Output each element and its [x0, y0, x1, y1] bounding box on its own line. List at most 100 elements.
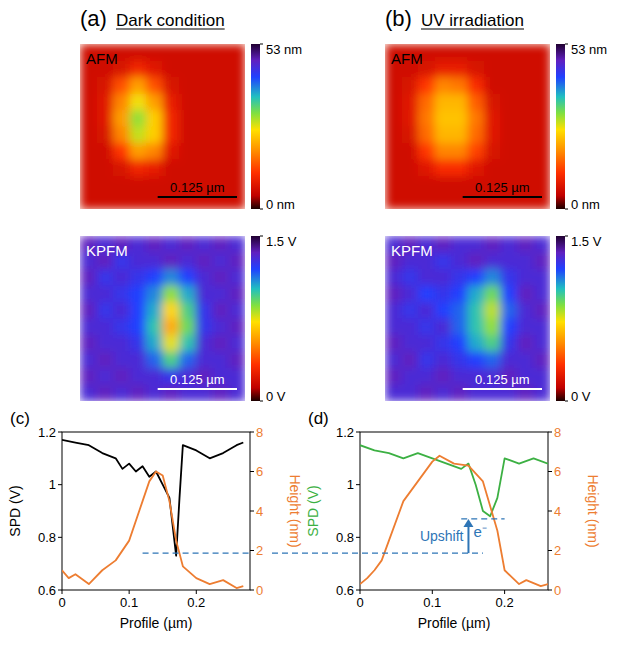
cell [385, 143, 402, 160]
cell [484, 236, 501, 253]
cell [113, 269, 130, 286]
cell [97, 269, 114, 286]
figure: (a)Dark condition(b)UV irradiationAFM0.1… [0, 0, 630, 648]
cell [435, 127, 452, 144]
cell [468, 110, 485, 127]
cell [451, 253, 468, 270]
cell [196, 160, 213, 177]
cell [196, 335, 213, 352]
cell [385, 269, 402, 286]
cell [385, 335, 402, 352]
cell [418, 286, 435, 303]
x-tick [62, 590, 63, 594]
cell [146, 319, 163, 336]
scale-bar-label: 0.125 µm [170, 180, 224, 195]
cell [468, 77, 485, 94]
cell [80, 302, 97, 319]
cell [97, 160, 114, 177]
cell [501, 160, 518, 177]
cell [130, 352, 147, 369]
cell [468, 286, 485, 303]
cell [435, 286, 452, 303]
x-tick [129, 590, 130, 594]
y2-tick [250, 432, 254, 433]
cell [113, 160, 130, 177]
cell [179, 352, 196, 369]
cell [130, 160, 147, 177]
image-cells [385, 236, 550, 401]
cell [163, 77, 180, 94]
colorbar-label: 1.5 V [571, 234, 602, 249]
cell [385, 385, 402, 402]
cell [418, 160, 435, 177]
cell [402, 193, 419, 210]
y2-tick [548, 550, 552, 551]
cell [501, 77, 518, 94]
cell [534, 352, 551, 369]
cell [163, 335, 180, 352]
cell [196, 94, 213, 111]
cell [435, 77, 452, 94]
cell [212, 236, 229, 253]
cell [130, 319, 147, 336]
cell [484, 61, 501, 78]
cell [517, 236, 534, 253]
scale-bar [158, 196, 237, 198]
cell [517, 94, 534, 111]
cell [163, 253, 180, 270]
cell [451, 160, 468, 177]
cell [402, 286, 419, 303]
title-underline [116, 28, 225, 29]
cell [517, 335, 534, 352]
cell [501, 319, 518, 336]
y2-axis-title: Height (nm) [287, 474, 303, 547]
cell [517, 160, 534, 177]
series-line [360, 445, 548, 516]
cell [534, 127, 551, 144]
cell [80, 335, 97, 352]
y-tick [58, 537, 62, 538]
cell [385, 94, 402, 111]
cell [179, 94, 196, 111]
cell [385, 352, 402, 369]
cell [229, 319, 246, 336]
cell [113, 110, 130, 127]
cell [163, 110, 180, 127]
x-tick-label: 0.2 [496, 595, 514, 610]
cell [534, 286, 551, 303]
cell [435, 160, 452, 177]
cell [435, 94, 452, 111]
cell [517, 44, 534, 61]
panel-letter: (b) [385, 6, 412, 31]
x-tick-label: 0.2 [187, 595, 205, 610]
cell [385, 302, 402, 319]
image-title: AFM [391, 50, 423, 67]
cell [484, 269, 501, 286]
cell [146, 94, 163, 111]
cell [80, 269, 97, 286]
cell [130, 335, 147, 352]
title-underline [421, 28, 524, 29]
cell [146, 61, 163, 78]
cell [179, 319, 196, 336]
cell [196, 269, 213, 286]
cell [418, 94, 435, 111]
cell [229, 335, 246, 352]
cell [517, 253, 534, 270]
cell [517, 127, 534, 144]
cell [146, 160, 163, 177]
y2-tick-label: 8 [256, 425, 263, 440]
cell [468, 269, 485, 286]
cell [435, 193, 452, 210]
image-title: AFM [86, 50, 118, 67]
cell [146, 44, 163, 61]
cell [97, 385, 114, 402]
colorbar-label: 53 nm [266, 42, 302, 57]
label-patch [419, 528, 465, 544]
cell [402, 302, 419, 319]
cell [402, 110, 419, 127]
cell [435, 335, 452, 352]
cell [451, 61, 468, 78]
y2-tick-label: 0 [554, 583, 561, 598]
cell [501, 269, 518, 286]
